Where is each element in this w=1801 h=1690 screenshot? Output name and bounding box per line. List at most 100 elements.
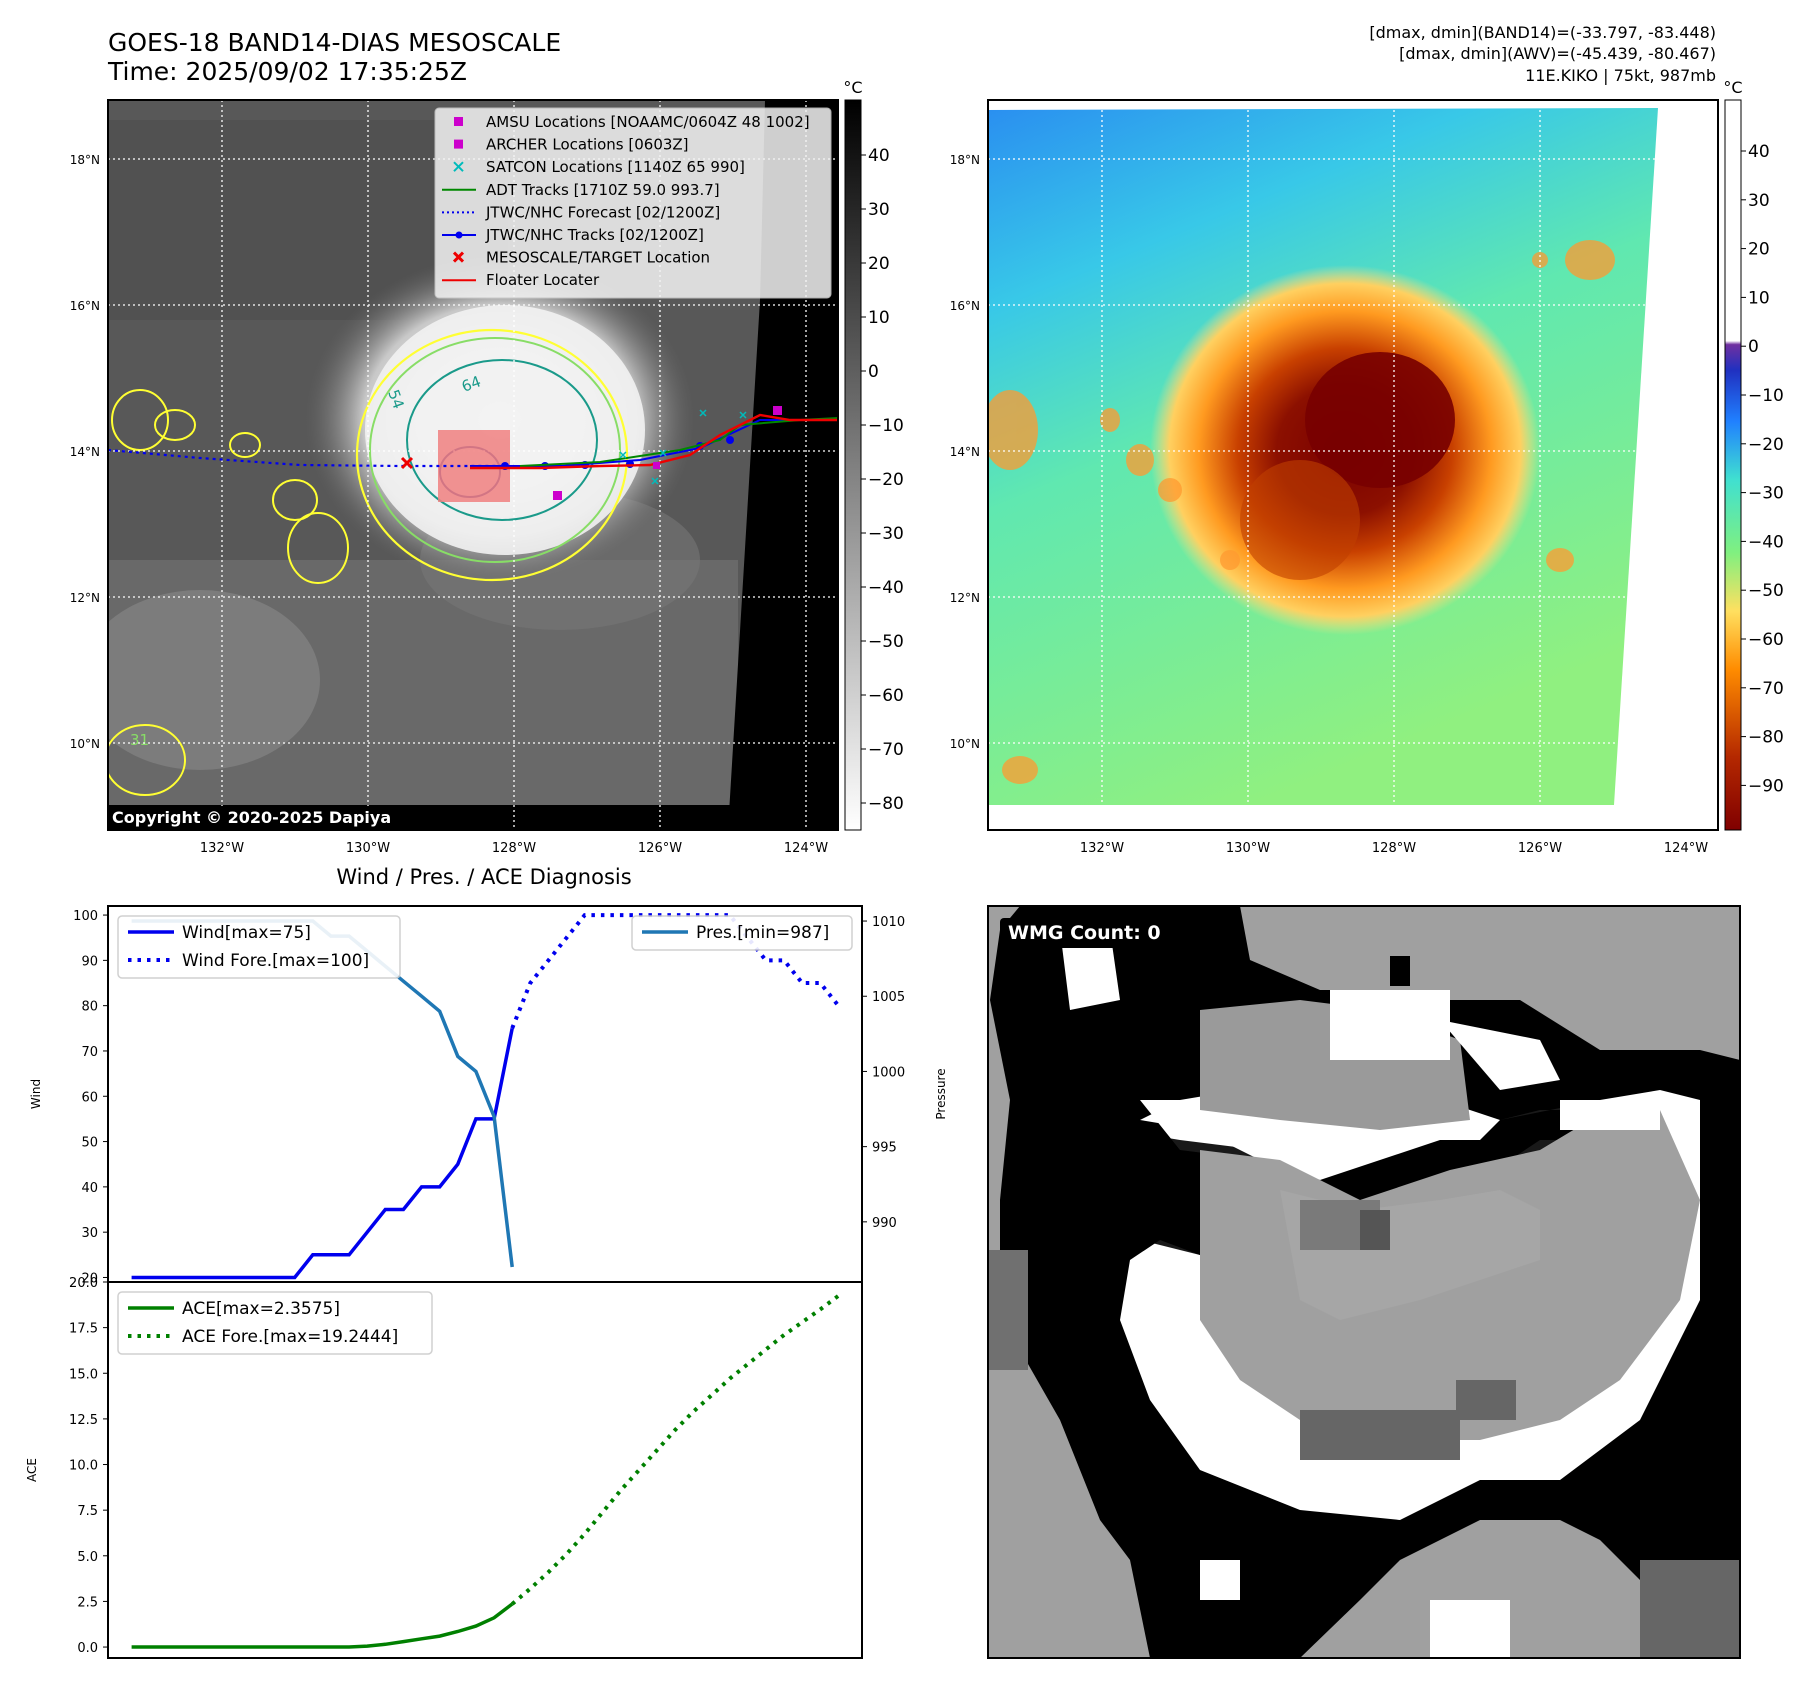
legend-label: MESOSCALE/TARGET Location: [486, 249, 710, 267]
ir-frame: [107, 99, 839, 831]
ir-colorbar-tick: −30: [868, 524, 904, 544]
ir-lon-label: 132°W: [200, 841, 244, 856]
mesoscale-target-marker: [400, 456, 414, 470]
ir-lat-label: 16°N: [70, 299, 100, 313]
ir-contour-teal: [406, 359, 598, 521]
y-tick-label: 10.0: [69, 1459, 98, 1474]
stats-band14: [dmax, dmin](BAND14)=(-33.797, -83.448): [1369, 23, 1716, 42]
y-tick-label: 100: [73, 909, 98, 924]
ir-colorbar-ticks: 40 30 20 10 0 −10 −20 −30 −40 −50 −60 −70 −80: [861, 146, 904, 814]
diag-title: Wind / Pres. / ACE Diagnosis: [336, 865, 631, 889]
awv-frame: [987, 99, 1719, 831]
y-tick-label: 20: [81, 1271, 98, 1286]
series-ace-fore-: [510, 1294, 840, 1606]
legend-label: ADT Tracks [1710Z 59.0 993.7]: [486, 181, 720, 199]
copyright-label: Copyright © 2020-2025 Dapiya: [108, 806, 396, 829]
ir-colorbar-tick: 20: [868, 254, 890, 274]
floater-locater-track: [470, 413, 838, 470]
awv-lat-label: 16°N: [950, 299, 980, 313]
ir-colorbar-tick: −10: [868, 416, 904, 436]
awv-colorbar-unit: °C: [1723, 78, 1742, 97]
ir-lon-label: 128°W: [492, 841, 536, 856]
awv-colorbar-tick: −70: [1748, 679, 1784, 699]
legend-label: Floater Locater: [486, 271, 600, 289]
awv-colorbar-tick: −20: [1748, 435, 1784, 455]
y-tick-label: 5.0: [77, 1550, 98, 1565]
y-tick-label: 50: [81, 1136, 98, 1151]
awv-lon-label: 128°W: [1372, 841, 1416, 856]
wmg-dark-corner: [1640, 1560, 1740, 1658]
awv-lat-label: 10°N: [950, 737, 980, 751]
legend-label: AMSU Locations [NOAAMC/0604Z 48 1002]: [486, 113, 810, 131]
ir-lat-label: 10°N: [70, 737, 100, 751]
awv-lon-label: 132°W: [1080, 841, 1124, 856]
awv-colorbar-tick: −40: [1748, 532, 1784, 552]
awv-lat-label: 14°N: [950, 445, 980, 459]
series-wind: [131, 1027, 514, 1280]
awv-colorbar-tick: 40: [1748, 142, 1770, 162]
ir-lon-label: 130°W: [346, 841, 390, 856]
awv-colorbar-tick: 10: [1748, 288, 1770, 308]
y-tick-label: 15.0: [69, 1367, 98, 1382]
awv-colorbar-tick: 0: [1748, 337, 1759, 357]
awv-lat-label: 18°N: [950, 153, 980, 167]
awv-colorbar-tick: −30: [1748, 484, 1784, 504]
ir-contour-green: [369, 337, 621, 563]
y-tick-label: 0.0: [77, 1641, 98, 1656]
amsu-marker: [553, 491, 562, 500]
pressure-ylabel: Pressure: [934, 1068, 948, 1119]
series-wind-fore-: [510, 913, 840, 1030]
legend-swatch: [453, 161, 464, 172]
wmg-panel: [987, 905, 1741, 1659]
ir-contour-yellow: [355, 328, 629, 582]
series-ace: [131, 1602, 514, 1649]
ir-colorbar-tick: −40: [868, 578, 904, 598]
figure-time: Time: 2025/09/02 17:35:25Z: [107, 57, 467, 86]
y-tick-label-right: 1005: [872, 990, 905, 1005]
ir-lon-label: 126°W: [638, 841, 682, 856]
legend-label: Pres.[min=987]: [696, 923, 829, 943]
awv-colorbar-tick: −90: [1748, 776, 1784, 796]
ir-lon-label: 124°W: [784, 841, 828, 856]
y-tick-label: 12.5: [69, 1413, 98, 1428]
legend-swatch: [454, 117, 463, 126]
contour-label-64: 64: [459, 372, 483, 395]
awv-axis-labels: 132°W 130°W 128°W 126°W 124°W 18°N 16°N 14°N 12°…: [950, 153, 1708, 856]
figure-title: GOES-18 BAND14-DIAS MESOSCALE: [108, 28, 561, 57]
legend-label: Wind Fore.[max=100]: [182, 951, 369, 971]
legend-label: ACE[max=2.3575]: [182, 1299, 340, 1319]
y-tick-label: 90: [81, 954, 98, 969]
legend-swatch: [452, 251, 465, 263]
ir-colorbar-tick: 0: [868, 362, 879, 382]
awv-colorbar-ticks: 40 30 20 10 0 −10 −20 −30 −40 −50 −60 −70 −80 −90: [1741, 142, 1784, 796]
ir-colorbar-unit: °C: [843, 78, 862, 97]
awv-gridlines: [988, 100, 1718, 830]
awv-colorbar: [1724, 99, 1742, 831]
y-tick-label: 7.5: [77, 1504, 98, 1519]
y-tick-label: 80: [81, 1000, 98, 1015]
awv-lon-label: 126°W: [1518, 841, 1562, 856]
awv-colorbar-tick: 30: [1748, 191, 1770, 211]
y-tick-label: 30: [81, 1226, 98, 1241]
legend-label: JTWC/NHC Forecast [02/1200Z]: [485, 203, 720, 221]
legend-swatch: [454, 139, 463, 149]
y-tick-label: 70: [81, 1045, 98, 1060]
legend-label: SATCON Locations [1140Z 65 990]: [486, 158, 745, 176]
legend-label: Wind[max=75]: [182, 923, 311, 943]
awv-colorbar-tick: 20: [1748, 240, 1770, 260]
archer-marker: [773, 406, 782, 415]
awv-lon-label: 130°W: [1226, 841, 1270, 856]
awv-lat-label: 12°N: [950, 591, 980, 605]
awv-colorbar-tick: −80: [1748, 728, 1784, 748]
contour-label-31: 31: [130, 731, 149, 749]
stats-awv: [dmax, dmin](AWV)=(-45.439, -80.467): [1399, 44, 1716, 63]
legend-label: JTWC/NHC Tracks [02/1200Z]: [485, 226, 704, 244]
awv-colorbar-tick: −60: [1748, 630, 1784, 650]
ir-panel: 54 64 31: [107, 78, 904, 831]
legend-swatch-dot: [455, 231, 463, 239]
ir-colorbar-tick: −20: [868, 470, 904, 490]
y-tick-label: 60: [81, 1090, 98, 1105]
ir-colorbar-tick: −70: [868, 740, 904, 760]
y-tick-label-right: 1000: [872, 1065, 905, 1080]
